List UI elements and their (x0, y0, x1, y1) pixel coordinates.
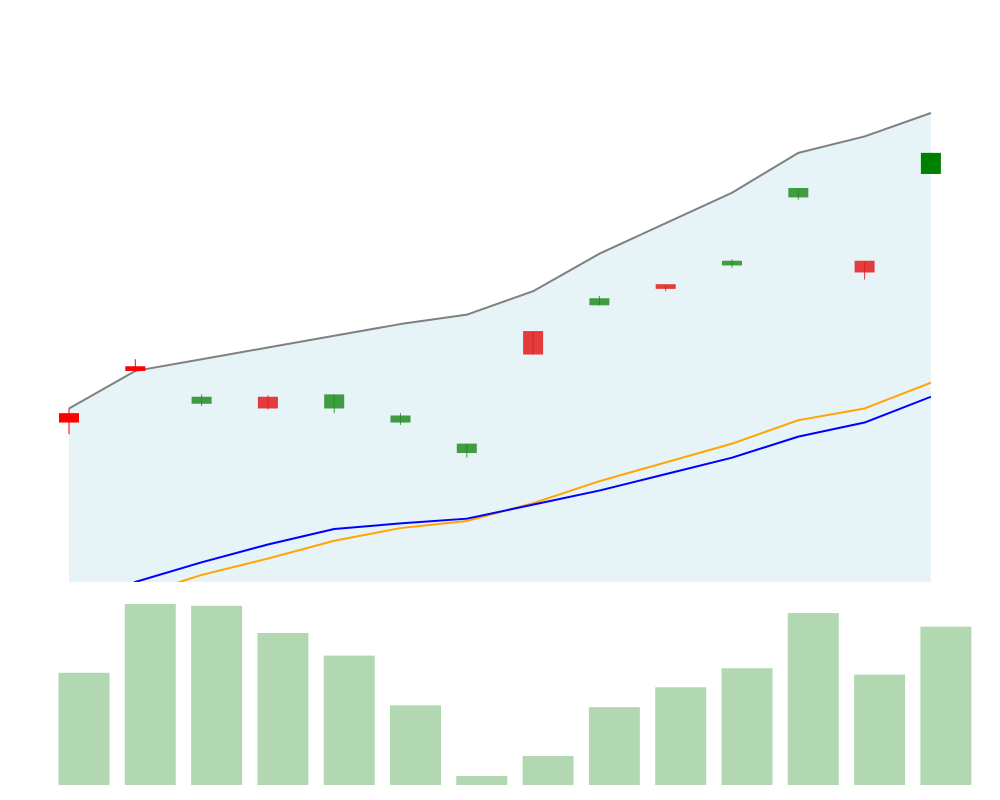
volume-bar (191, 605, 243, 785)
volume-bar (390, 705, 441, 785)
volume-bar (323, 655, 375, 785)
candle-body (191, 396, 212, 404)
volume-bar (787, 613, 839, 785)
price-plot-area (59, 112, 941, 582)
volume-bar (257, 632, 309, 785)
volume-bar (522, 756, 574, 785)
candle-body (523, 331, 544, 355)
candle-body (324, 394, 345, 409)
candle-body (257, 396, 278, 409)
volume-bar (456, 775, 508, 785)
candle-body (125, 366, 146, 371)
candle-body (920, 152, 941, 174)
volume-bar (58, 672, 110, 785)
volume-bar (588, 707, 640, 785)
volume-bar (124, 604, 176, 785)
band-area (69, 113, 931, 582)
volume-bar (655, 687, 707, 785)
candle-body (854, 260, 875, 273)
volume-bar (920, 626, 972, 785)
candle-body (390, 415, 411, 423)
volume-bar (721, 668, 773, 785)
candle-body (456, 443, 477, 454)
volume-bar (854, 674, 906, 785)
candle-body (589, 298, 610, 306)
candle-body (722, 260, 742, 266)
candle-body (655, 284, 676, 289)
upper-band-line (68, 112, 932, 410)
candle-body (59, 413, 79, 423)
volume-panel (58, 604, 972, 785)
candle-body (788, 188, 809, 198)
mid-line (133, 395, 932, 582)
